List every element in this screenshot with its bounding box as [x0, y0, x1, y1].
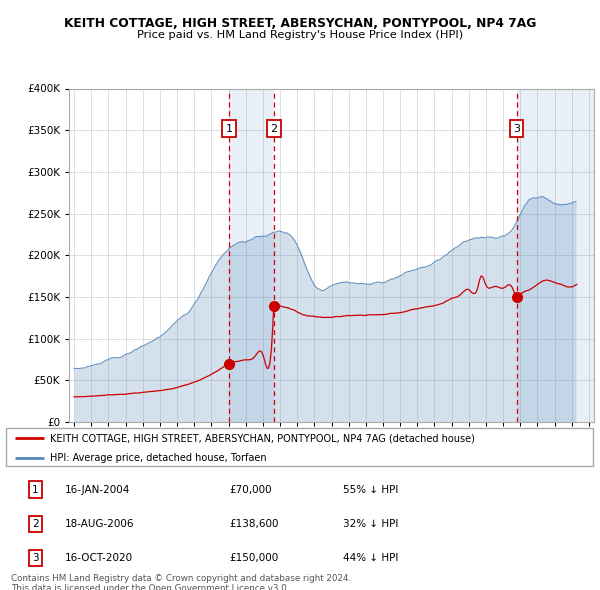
Text: 1: 1 — [226, 123, 233, 133]
Text: 2: 2 — [270, 123, 277, 133]
Text: 2: 2 — [32, 519, 38, 529]
Text: £138,600: £138,600 — [229, 519, 278, 529]
Text: 16-JAN-2004: 16-JAN-2004 — [65, 484, 130, 494]
Text: £70,000: £70,000 — [229, 484, 272, 494]
Text: 16-OCT-2020: 16-OCT-2020 — [65, 553, 133, 563]
Text: Price paid vs. HM Land Registry's House Price Index (HPI): Price paid vs. HM Land Registry's House … — [137, 30, 463, 40]
Text: 32% ↓ HPI: 32% ↓ HPI — [343, 519, 399, 529]
Text: KEITH COTTAGE, HIGH STREET, ABERSYCHAN, PONTYPOOL, NP4 7AG: KEITH COTTAGE, HIGH STREET, ABERSYCHAN, … — [64, 17, 536, 30]
Text: 1: 1 — [32, 484, 38, 494]
Bar — [229, 88, 274, 422]
Text: 18-AUG-2006: 18-AUG-2006 — [65, 519, 134, 529]
Text: 44% ↓ HPI: 44% ↓ HPI — [343, 553, 399, 563]
Text: KEITH COTTAGE, HIGH STREET, ABERSYCHAN, PONTYPOOL, NP4 7AG (detached house): KEITH COTTAGE, HIGH STREET, ABERSYCHAN, … — [50, 434, 475, 444]
Bar — [517, 88, 594, 422]
Text: 3: 3 — [32, 553, 38, 563]
Text: Contains HM Land Registry data © Crown copyright and database right 2024.: Contains HM Land Registry data © Crown c… — [11, 574, 351, 583]
Text: HPI: Average price, detached house, Torfaen: HPI: Average price, detached house, Torf… — [50, 453, 266, 463]
Text: 3: 3 — [513, 123, 520, 133]
Text: 55% ↓ HPI: 55% ↓ HPI — [343, 484, 399, 494]
Text: £150,000: £150,000 — [229, 553, 278, 563]
Text: This data is licensed under the Open Government Licence v3.0.: This data is licensed under the Open Gov… — [11, 584, 289, 590]
